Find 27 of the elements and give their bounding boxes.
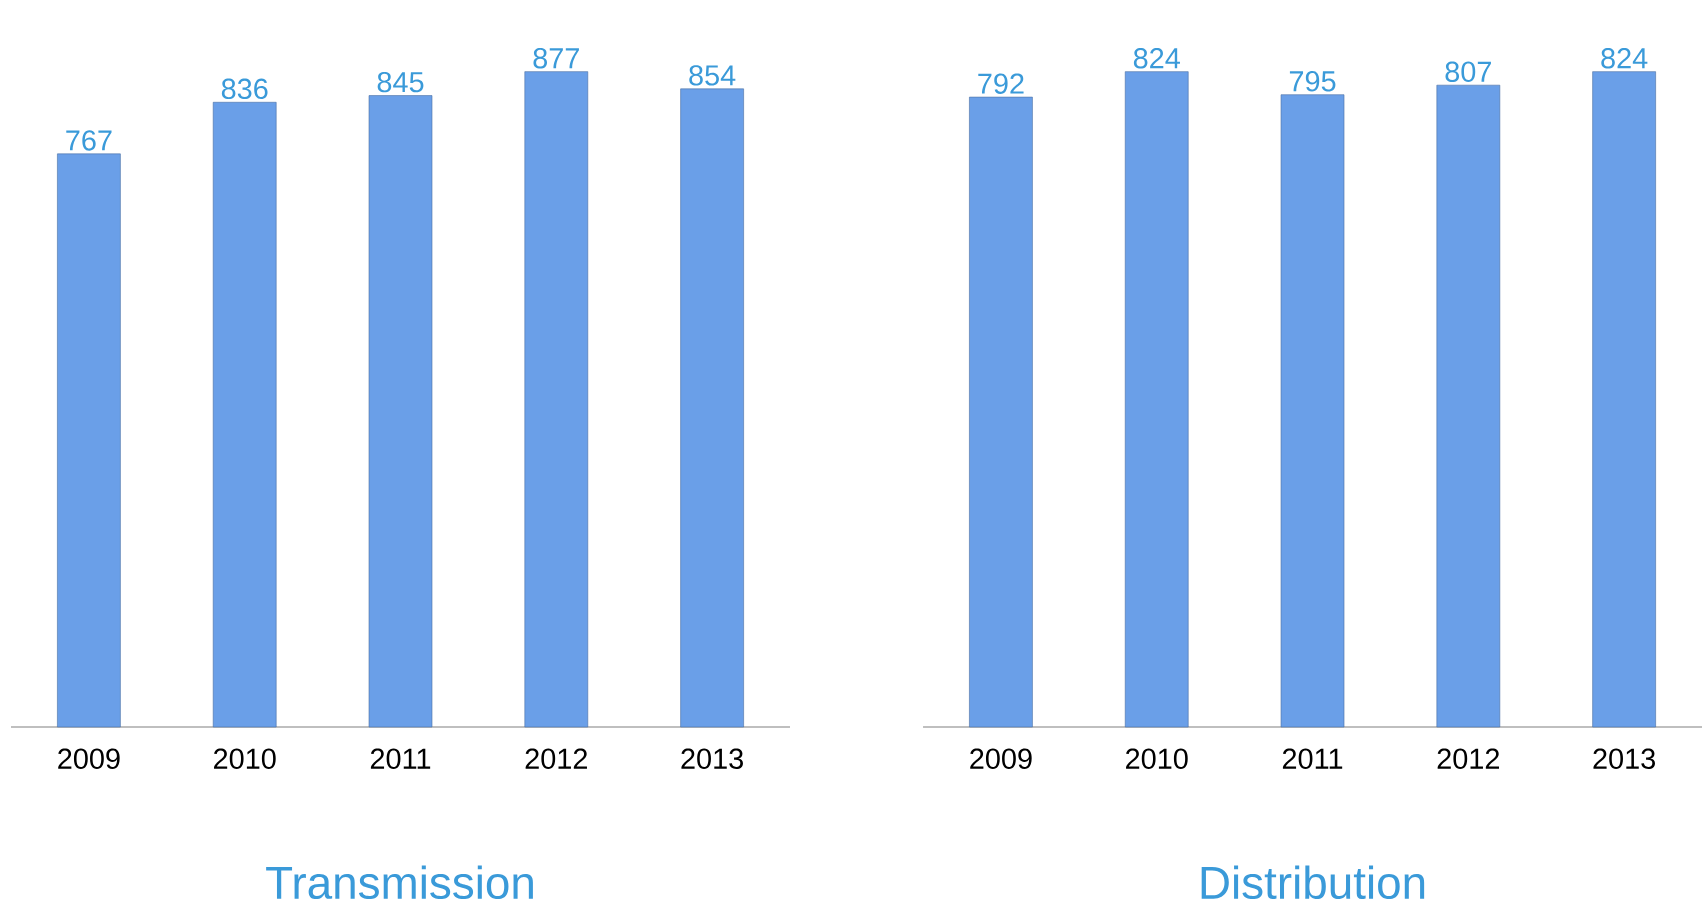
data-label: 836 [221,78,268,100]
bar [368,95,433,728]
data-label: 792 [978,73,1024,94]
data-label: 807 [1445,61,1491,82]
x-tick-label: 2012 [525,748,587,769]
bar [680,88,744,728]
x-tick-label: 2009 [970,748,1032,769]
text: Transmission [266,865,533,899]
x-tick-label: 2010 [1126,748,1188,769]
x-tick-label: 2013 [681,748,743,769]
data-label: 824 [1133,47,1180,69]
text: Distribution [1201,865,1425,899]
data-label: 854 [689,65,736,86]
data-label: 795 [1289,71,1336,92]
bar [212,101,277,728]
bar [57,153,121,728]
x-tick-label: 2012 [1437,748,1499,769]
data-label: 877 [533,47,579,69]
data-label: 845 [377,71,424,93]
bar [524,71,589,728]
x-tick-label: 2013 [1593,748,1655,769]
data-label: 767 [66,130,112,151]
x-tick-label: 2010 [214,748,276,769]
data-label: 824 [1601,47,1648,69]
x-tick-label: 2011 [370,748,431,769]
x-tick-label: 2009 [58,748,120,769]
x-tick-label: 2011 [1282,748,1343,769]
